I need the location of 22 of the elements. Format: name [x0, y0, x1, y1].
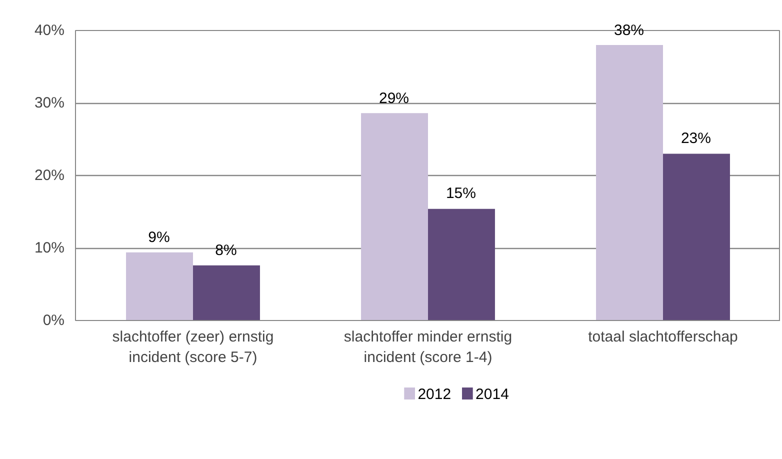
- legend-label: 2014: [476, 386, 509, 403]
- data-label: 15%: [446, 185, 476, 202]
- y-tick-label: 40%: [34, 22, 65, 39]
- bar: [193, 265, 260, 320]
- bar: [428, 208, 495, 320]
- x-tick-label: slachtoffer (zeer) ernstig incident (score 5-7): [112, 328, 274, 366]
- y-tick-label: 20%: [34, 167, 65, 184]
- bar: [663, 154, 730, 320]
- data-label: 9%: [148, 228, 170, 246]
- y-tick-label: 10%: [34, 240, 65, 256]
- bar: [596, 45, 663, 320]
- data-label: 23%: [680, 130, 711, 148]
- data-label: 29%: [378, 90, 410, 107]
- data-label: 38%: [614, 22, 644, 38]
- bar: [361, 113, 428, 320]
- bar: [126, 252, 193, 320]
- y-tick-label: 0%: [42, 312, 65, 329]
- x-tick-label: totaal slachtofferschap: [588, 328, 738, 346]
- legend-label: 2012: [418, 386, 452, 403]
- x-tick-label: slachtoffer minder ernstig incident (score 1-4): [344, 328, 512, 366]
- y-tick-label: 30%: [34, 94, 65, 112]
- data-label: 8%: [215, 242, 237, 259]
